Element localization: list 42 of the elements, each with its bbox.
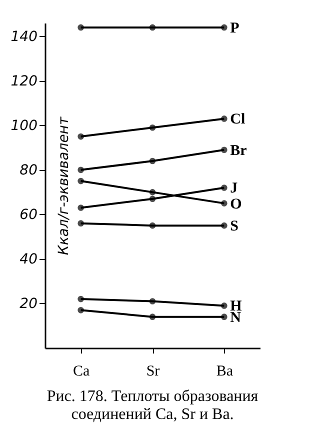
x-tick-label: Ba — [216, 364, 234, 380]
series-label: J — [230, 180, 238, 197]
series-label: O — [230, 196, 242, 212]
series-label: Cl — [230, 112, 246, 128]
point — [78, 204, 84, 211]
x-tick-label: Ca — [72, 364, 90, 380]
point — [78, 24, 84, 31]
point — [221, 184, 228, 191]
point — [78, 307, 84, 314]
y-tick-label: 100 — [10, 118, 38, 134]
series-label: S — [230, 218, 239, 235]
y-tick-label: 120 — [10, 73, 38, 90]
text: Рис. 178. Теплоты образования соединений Ca, Sr и Ba. — [46, 388, 259, 423]
point — [78, 133, 84, 140]
point — [149, 298, 156, 304]
point — [221, 200, 228, 206]
series-label: P — [230, 20, 240, 36]
point — [221, 222, 228, 229]
point — [149, 196, 156, 202]
point — [221, 146, 228, 154]
point — [149, 314, 156, 320]
y-tick-label: 60 — [20, 206, 38, 223]
point — [221, 24, 228, 31]
point — [78, 220, 84, 226]
x-tick-label: Sr — [146, 364, 160, 380]
point — [78, 296, 84, 302]
y-tick-label: 140 — [10, 28, 38, 45]
point — [149, 158, 156, 164]
y-axis-title: Ккал/г-эквивалент — [56, 116, 72, 256]
point — [221, 116, 228, 122]
point — [149, 222, 156, 229]
y-tick-label: 20 — [20, 296, 38, 312]
point — [149, 124, 156, 131]
point — [78, 178, 84, 184]
point — [78, 166, 84, 174]
point — [221, 302, 228, 309]
point — [221, 314, 228, 320]
series-label: Br — [230, 142, 248, 159]
point — [149, 189, 156, 196]
y-tick-label: 40 — [20, 251, 38, 268]
y-tick-label: 80 — [20, 162, 38, 178]
point — [149, 24, 156, 31]
